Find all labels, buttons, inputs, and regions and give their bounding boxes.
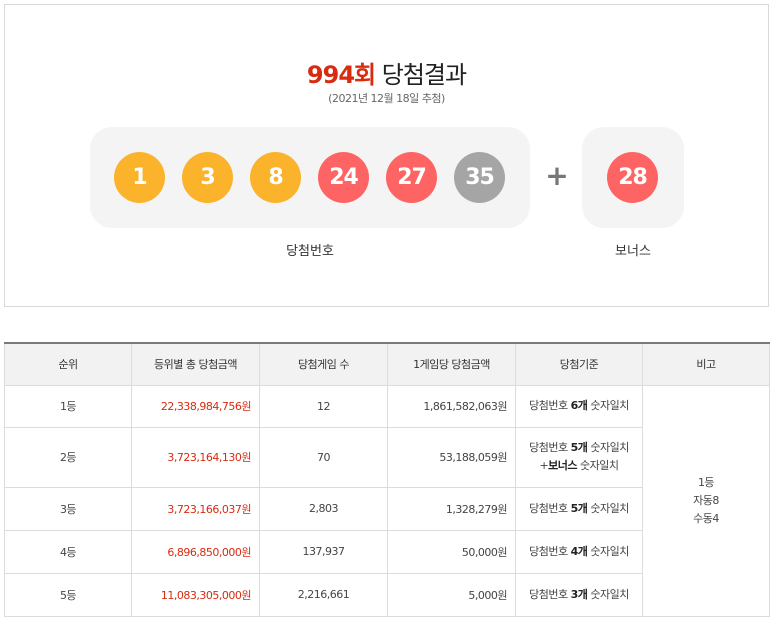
criteria-text: 숫자일치 [577,459,619,472]
criteria-cell: 당첨번호 3개 숫자일치 [515,572,643,617]
rank-cell: 1등 [4,384,132,428]
criteria-cell: 당첨번호 6개 숫자일치 [515,384,643,428]
header-criteria: 당첨기준 [515,343,643,386]
total-prize-cell: 11,083,305,000원 [131,572,260,617]
criteria-text: 당첨번호 [529,544,571,558]
winning-ball-5: 27 [386,152,437,203]
winning-numbers-label: 당첨번호 [286,244,334,259]
prize-per-game-cell: 50,000원 [387,529,516,574]
prize-per-game-cell: 1,861,582,063원 [387,384,516,428]
criteria-count: 4개 [570,544,588,558]
winning-ball-6: 35 [454,152,505,203]
criteria-text: 당첨번호 [529,501,571,515]
prize-per-game-cell: 5,000원 [387,572,516,617]
prize-table: 순위 등위별 총 당첨금액 당첨게임 수 1게임당 당첨금액 당첨기준 비고 1… [4,342,770,617]
winning-numbers-panel: 1 3 8 24 27 35 [90,127,530,228]
criteria-cell: 당첨번호 5개 숫자일치 +보너스 숫자일치 [515,426,643,488]
total-prize-cell: 3,723,166,037원 [131,486,260,531]
header-note: 비고 [642,343,770,386]
note-line: 1등 [697,475,715,489]
table-row: 4등 6,896,850,000원 137,937 50,000원 당첨번호 4… [4,529,770,574]
prize-per-game-cell: 1,328,279원 [387,486,516,531]
winning-ball-4: 24 [318,152,369,203]
note-line: 수동4 [693,511,719,525]
criteria-cell: 당첨번호 5개 숫자일치 [515,486,643,531]
criteria-text: 당첨번호 [529,399,571,412]
total-prize-cell: 3,723,164,130원 [131,426,260,488]
draw-title-suffix: 당첨결과 [381,61,467,89]
winning-games-cell: 2,216,661 [259,572,388,617]
table-header-row: 순위 등위별 총 당첨금액 당첨게임 수 1게임당 당첨금액 당첨기준 비고 [4,343,770,386]
header-total-prize: 등위별 총 당첨금액 [131,343,260,386]
criteria-count: 3개 [570,587,588,601]
winning-games-cell: 70 [259,426,388,488]
table-row: 2등 3,723,164,130원 70 53,188,059원 당첨번호 5개… [4,426,770,488]
draw-title: 994회 당첨결과 [5,55,768,90]
total-prize-cell: 6,896,850,000원 [131,529,260,574]
criteria-text: 숫자일치 [587,501,629,515]
rank-cell: 3등 [4,486,132,531]
draw-round: 994회 [306,61,376,89]
prize-per-game-cell: 53,188,059원 [387,426,516,488]
header-prize-per-game: 1게임당 당첨금액 [387,343,516,386]
draw-result-panel: 994회 당첨결과 (2021년 12월 18일 추첨) 1 3 8 24 27… [4,4,769,307]
criteria-count: 5개 [570,501,588,515]
criteria-text: + [539,459,549,472]
bonus-number-panel: 28 [582,127,684,228]
rank-cell: 2등 [4,426,132,488]
table-row: 1등 22,338,984,756원 12 1,861,582,063원 당첨번… [4,384,770,617]
criteria-bonus: 보너스 [548,459,578,472]
total-prize-cell: 22,338,984,756원 [131,384,260,428]
criteria-count: 5개 [570,441,588,454]
table-row: 5등 11,083,305,000원 2,216,661 5,000원 당첨번호… [4,572,770,617]
note-cell: 1등 자동8 수동4 [642,384,770,617]
rank-cell: 4등 [4,529,132,574]
winning-games-cell: 137,937 [259,529,388,574]
criteria-text: 숫자일치 [587,587,629,601]
header-winning-games: 당첨게임 수 [259,343,388,386]
draw-date: (2021년 12월 18일 추첨) [328,92,445,105]
winning-ball-3: 8 [250,152,301,203]
criteria-text: 당첨번호 [529,441,571,454]
criteria-cell: 당첨번호 4개 숫자일치 [515,529,643,574]
plus-icon: + [545,159,569,192]
winning-ball-1: 1 [114,152,165,203]
criteria-text: 숫자일치 [587,544,629,558]
rank-cell: 5등 [4,572,132,617]
criteria-text: 숫자일치 [587,399,629,412]
bonus-ball: 28 [607,152,658,203]
note-line: 자동8 [693,493,719,507]
criteria-text: 당첨번호 [529,587,571,601]
winning-games-cell: 12 [259,384,388,428]
winning-games-cell: 2,803 [259,486,388,531]
bonus-label: 보너스 [615,244,651,259]
winning-ball-2: 3 [182,152,233,203]
header-rank: 순위 [4,343,132,386]
criteria-count: 6개 [570,399,588,412]
criteria-text: 숫자일치 [587,441,629,454]
